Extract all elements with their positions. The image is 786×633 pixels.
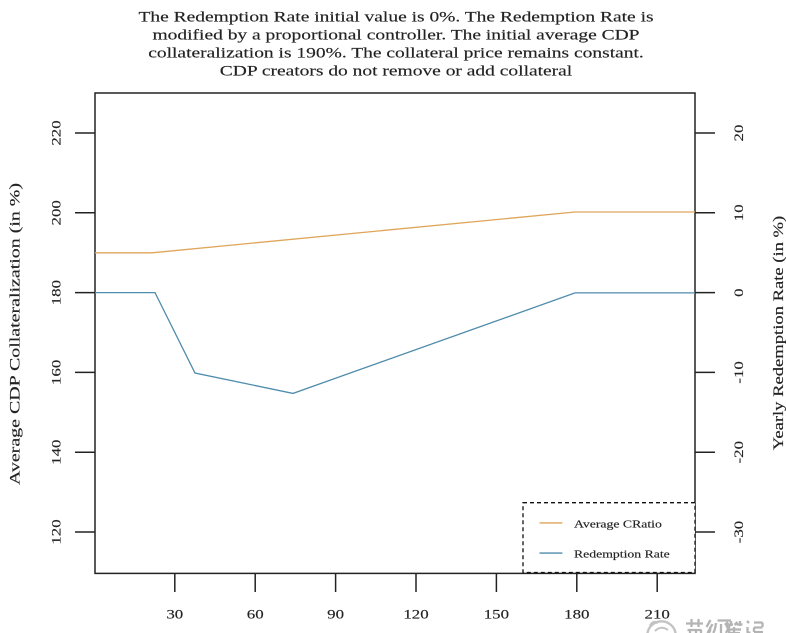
svg-text:140: 140 [50, 440, 64, 465]
svg-text:30: 30 [166, 608, 183, 622]
svg-text:-10: -10 [733, 361, 747, 384]
svg-text:220: 220 [50, 120, 64, 145]
svg-text:160: 160 [50, 360, 64, 385]
svg-text:0: 0 [733, 288, 747, 296]
svg-text:-30: -30 [733, 521, 747, 544]
svg-text:Average CDP Collateralization: Average CDP Collateralization (in %) [6, 183, 23, 485]
svg-text:150: 150 [484, 608, 509, 622]
svg-text:60: 60 [247, 608, 264, 622]
svg-text:200: 200 [50, 200, 64, 225]
svg-text:Redemption Rate: Redemption Rate [574, 548, 670, 560]
svg-text:Average CRatio: Average CRatio [574, 518, 662, 530]
svg-text:The Redemption Rate initial va: The Redemption Rate initial value is 0%.… [138, 8, 653, 24]
svg-text:collateralization is 190%. The: collateralization is 190%. The collatera… [148, 44, 644, 60]
svg-text:-20: -20 [733, 441, 747, 464]
svg-text:210: 210 [645, 608, 670, 622]
svg-text:20: 20 [733, 125, 747, 142]
svg-text:Yearly Redemption Rate (in %): Yearly Redemption Rate (in %) [770, 216, 786, 450]
svg-text:180: 180 [50, 280, 64, 305]
svg-text:10: 10 [733, 204, 747, 221]
svg-text:modified by a proportional con: modified by a proportional controller. T… [153, 26, 640, 42]
svg-text:CDP creators do not remove or: CDP creators do not remove or add collat… [220, 62, 573, 78]
svg-text:120: 120 [50, 519, 64, 544]
svg-text:180: 180 [564, 608, 589, 622]
svg-text:90: 90 [327, 608, 344, 622]
svg-text:120: 120 [403, 608, 428, 622]
